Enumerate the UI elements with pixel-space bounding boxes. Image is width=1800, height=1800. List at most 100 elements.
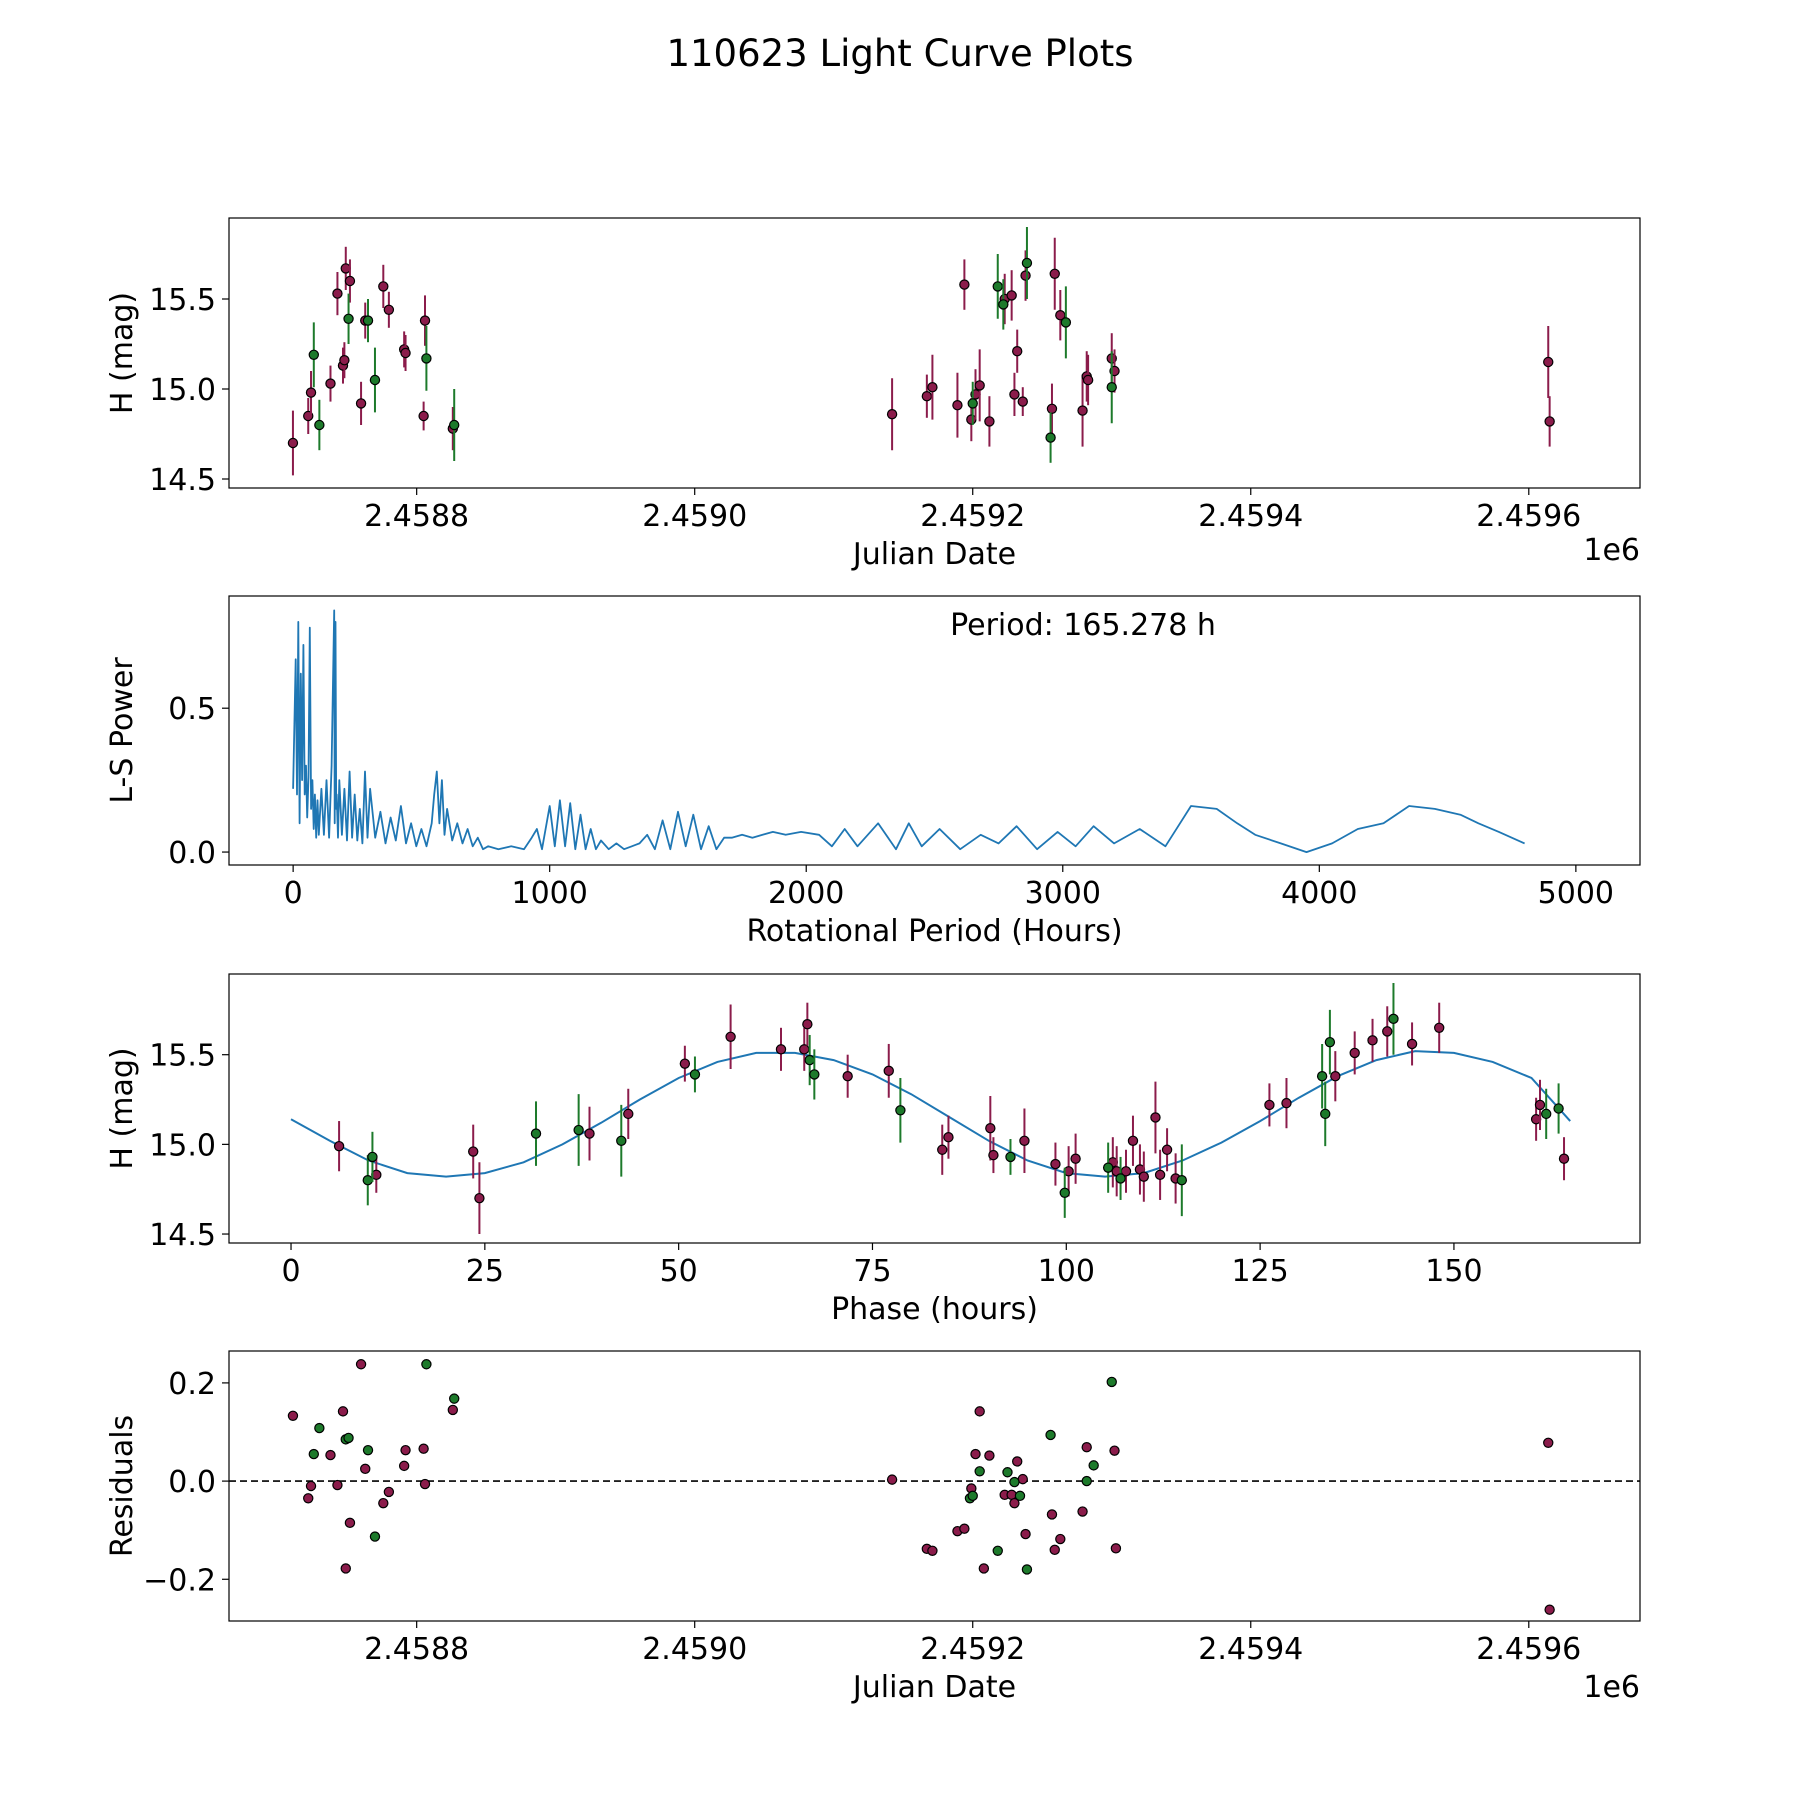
data-point <box>469 1147 478 1156</box>
periodogram-xtick-label: 3000 <box>1025 876 1101 911</box>
data-point <box>1282 1099 1291 1108</box>
period-annotation: Period: 165.278 h <box>950 608 1216 643</box>
data-point <box>1013 1457 1022 1466</box>
residuals-ytick-label: −0.2 <box>143 1563 216 1598</box>
data-point <box>384 1487 393 1496</box>
data-point <box>574 1125 583 1134</box>
data-point <box>843 1072 852 1081</box>
data-point <box>1022 1565 1031 1574</box>
data-point <box>726 1032 735 1041</box>
data-point <box>306 388 315 397</box>
lightcurve-ytick-label: 15.0 <box>149 373 216 408</box>
data-point <box>1003 1468 1012 1477</box>
data-point <box>345 276 354 285</box>
power-spectrum-line <box>293 610 1525 852</box>
data-point <box>1435 1023 1444 1032</box>
data-point <box>1554 1104 1563 1113</box>
data-point <box>315 1423 324 1432</box>
data-point <box>363 1176 372 1185</box>
phased-ytick-label: 14.5 <box>149 1218 216 1253</box>
lightcurve-ytick-label: 14.5 <box>149 463 216 498</box>
data-point <box>1013 347 1022 356</box>
data-point <box>1544 357 1553 366</box>
data-point <box>1010 390 1019 399</box>
data-point <box>304 1494 313 1503</box>
data-point <box>960 280 969 289</box>
data-point <box>1389 1014 1398 1023</box>
phased-xtick-label: 75 <box>853 1254 891 1289</box>
lightcurve-xlabel: Julian Date <box>851 537 1016 572</box>
data-point <box>617 1136 626 1145</box>
data-point <box>338 1407 347 1416</box>
lightcurve-ytick-label: 15.5 <box>149 283 216 318</box>
data-point <box>384 305 393 314</box>
lightcurve-xtick-label: 2.4588 <box>364 499 469 534</box>
data-point <box>1177 1176 1186 1185</box>
phased-xtick-label: 125 <box>1231 1254 1288 1289</box>
data-point <box>341 1564 350 1573</box>
data-point <box>333 1480 342 1489</box>
data-point <box>1046 433 1055 442</box>
data-point <box>448 1405 457 1414</box>
data-point <box>985 417 994 426</box>
residuals-ytick-label: 0.2 <box>168 1367 216 1402</box>
data-point <box>928 383 937 392</box>
data-point <box>400 1461 409 1470</box>
data-point <box>989 1151 998 1160</box>
data-point <box>680 1059 689 1068</box>
periodogram-xtick-label: 0 <box>284 876 303 911</box>
residuals-xtick-label: 2.4588 <box>364 1632 469 1667</box>
data-point <box>1018 397 1027 406</box>
data-point <box>1071 1154 1080 1163</box>
data-point <box>884 1066 893 1075</box>
data-point <box>1060 1188 1069 1197</box>
data-point <box>1022 258 1031 267</box>
data-point <box>379 1499 388 1508</box>
data-point <box>1078 1507 1087 1516</box>
data-point <box>975 381 984 390</box>
data-point <box>1056 1534 1065 1543</box>
data-point <box>938 1145 947 1154</box>
data-point <box>370 1532 379 1541</box>
data-point <box>1107 1377 1116 1386</box>
data-point <box>1116 1174 1125 1183</box>
data-point <box>475 1194 484 1203</box>
data-point <box>993 1546 1002 1555</box>
data-point <box>309 1449 318 1458</box>
data-point <box>805 1055 814 1064</box>
sinusoid-fit-line <box>291 1051 1570 1177</box>
data-point <box>419 411 428 420</box>
periodogram-panel: Period: 165.278 h 0 1000 2000 3000 4000 5000 0… <box>105 596 1640 949</box>
residuals-axes-frame <box>229 1351 1640 1621</box>
phased-panel: 0 25 50 75 100 125 150 14.5 15.0 15.5 Phase (hours… <box>105 974 1640 1327</box>
periodogram-xtick-label: 5000 <box>1538 876 1614 911</box>
data-point <box>1010 1477 1019 1486</box>
data-point <box>370 375 379 384</box>
residuals-xtick-label: 2.4594 <box>1198 1632 1303 1667</box>
data-point <box>419 1444 428 1453</box>
data-point <box>422 354 431 363</box>
residuals-xlabel: Julian Date <box>851 1670 1016 1705</box>
data-point <box>1110 1446 1119 1455</box>
data-point <box>1104 1163 1113 1172</box>
data-point <box>1050 1545 1059 1554</box>
residuals-ylabel: Residuals <box>105 1415 140 1557</box>
data-point <box>450 420 459 429</box>
data-point <box>1051 1159 1060 1168</box>
data-point <box>1006 1152 1015 1161</box>
periodogram-xtick-label: 4000 <box>1281 876 1357 911</box>
data-point <box>1139 1172 1148 1181</box>
phased-xtick-label: 150 <box>1425 1254 1482 1289</box>
phased-xtick-label: 0 <box>281 1254 300 1289</box>
residuals-xtick-label: 2.4596 <box>1476 1632 1581 1667</box>
residuals-plot-area <box>229 1360 1640 1615</box>
data-point <box>1047 1510 1056 1519</box>
data-point <box>979 1564 988 1573</box>
data-point <box>999 300 1008 309</box>
data-point <box>401 1446 410 1455</box>
data-point <box>1151 1113 1160 1122</box>
data-point <box>968 1491 977 1500</box>
data-point <box>971 1449 980 1458</box>
data-point <box>776 1045 785 1054</box>
lightcurve-xtick-label: 2.4592 <box>920 499 1025 534</box>
